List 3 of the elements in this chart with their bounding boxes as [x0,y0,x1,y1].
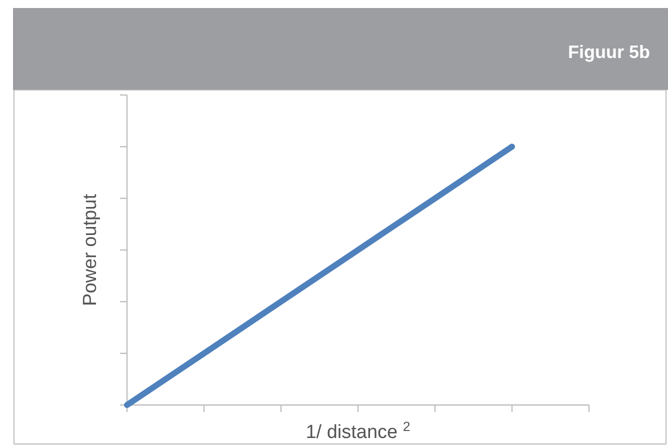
y-axis-title: Power output [80,193,101,306]
chart-title: Figuur 5b [568,42,650,62]
x-axis-title: 1/ distance $^{2}$ [306,418,410,443]
